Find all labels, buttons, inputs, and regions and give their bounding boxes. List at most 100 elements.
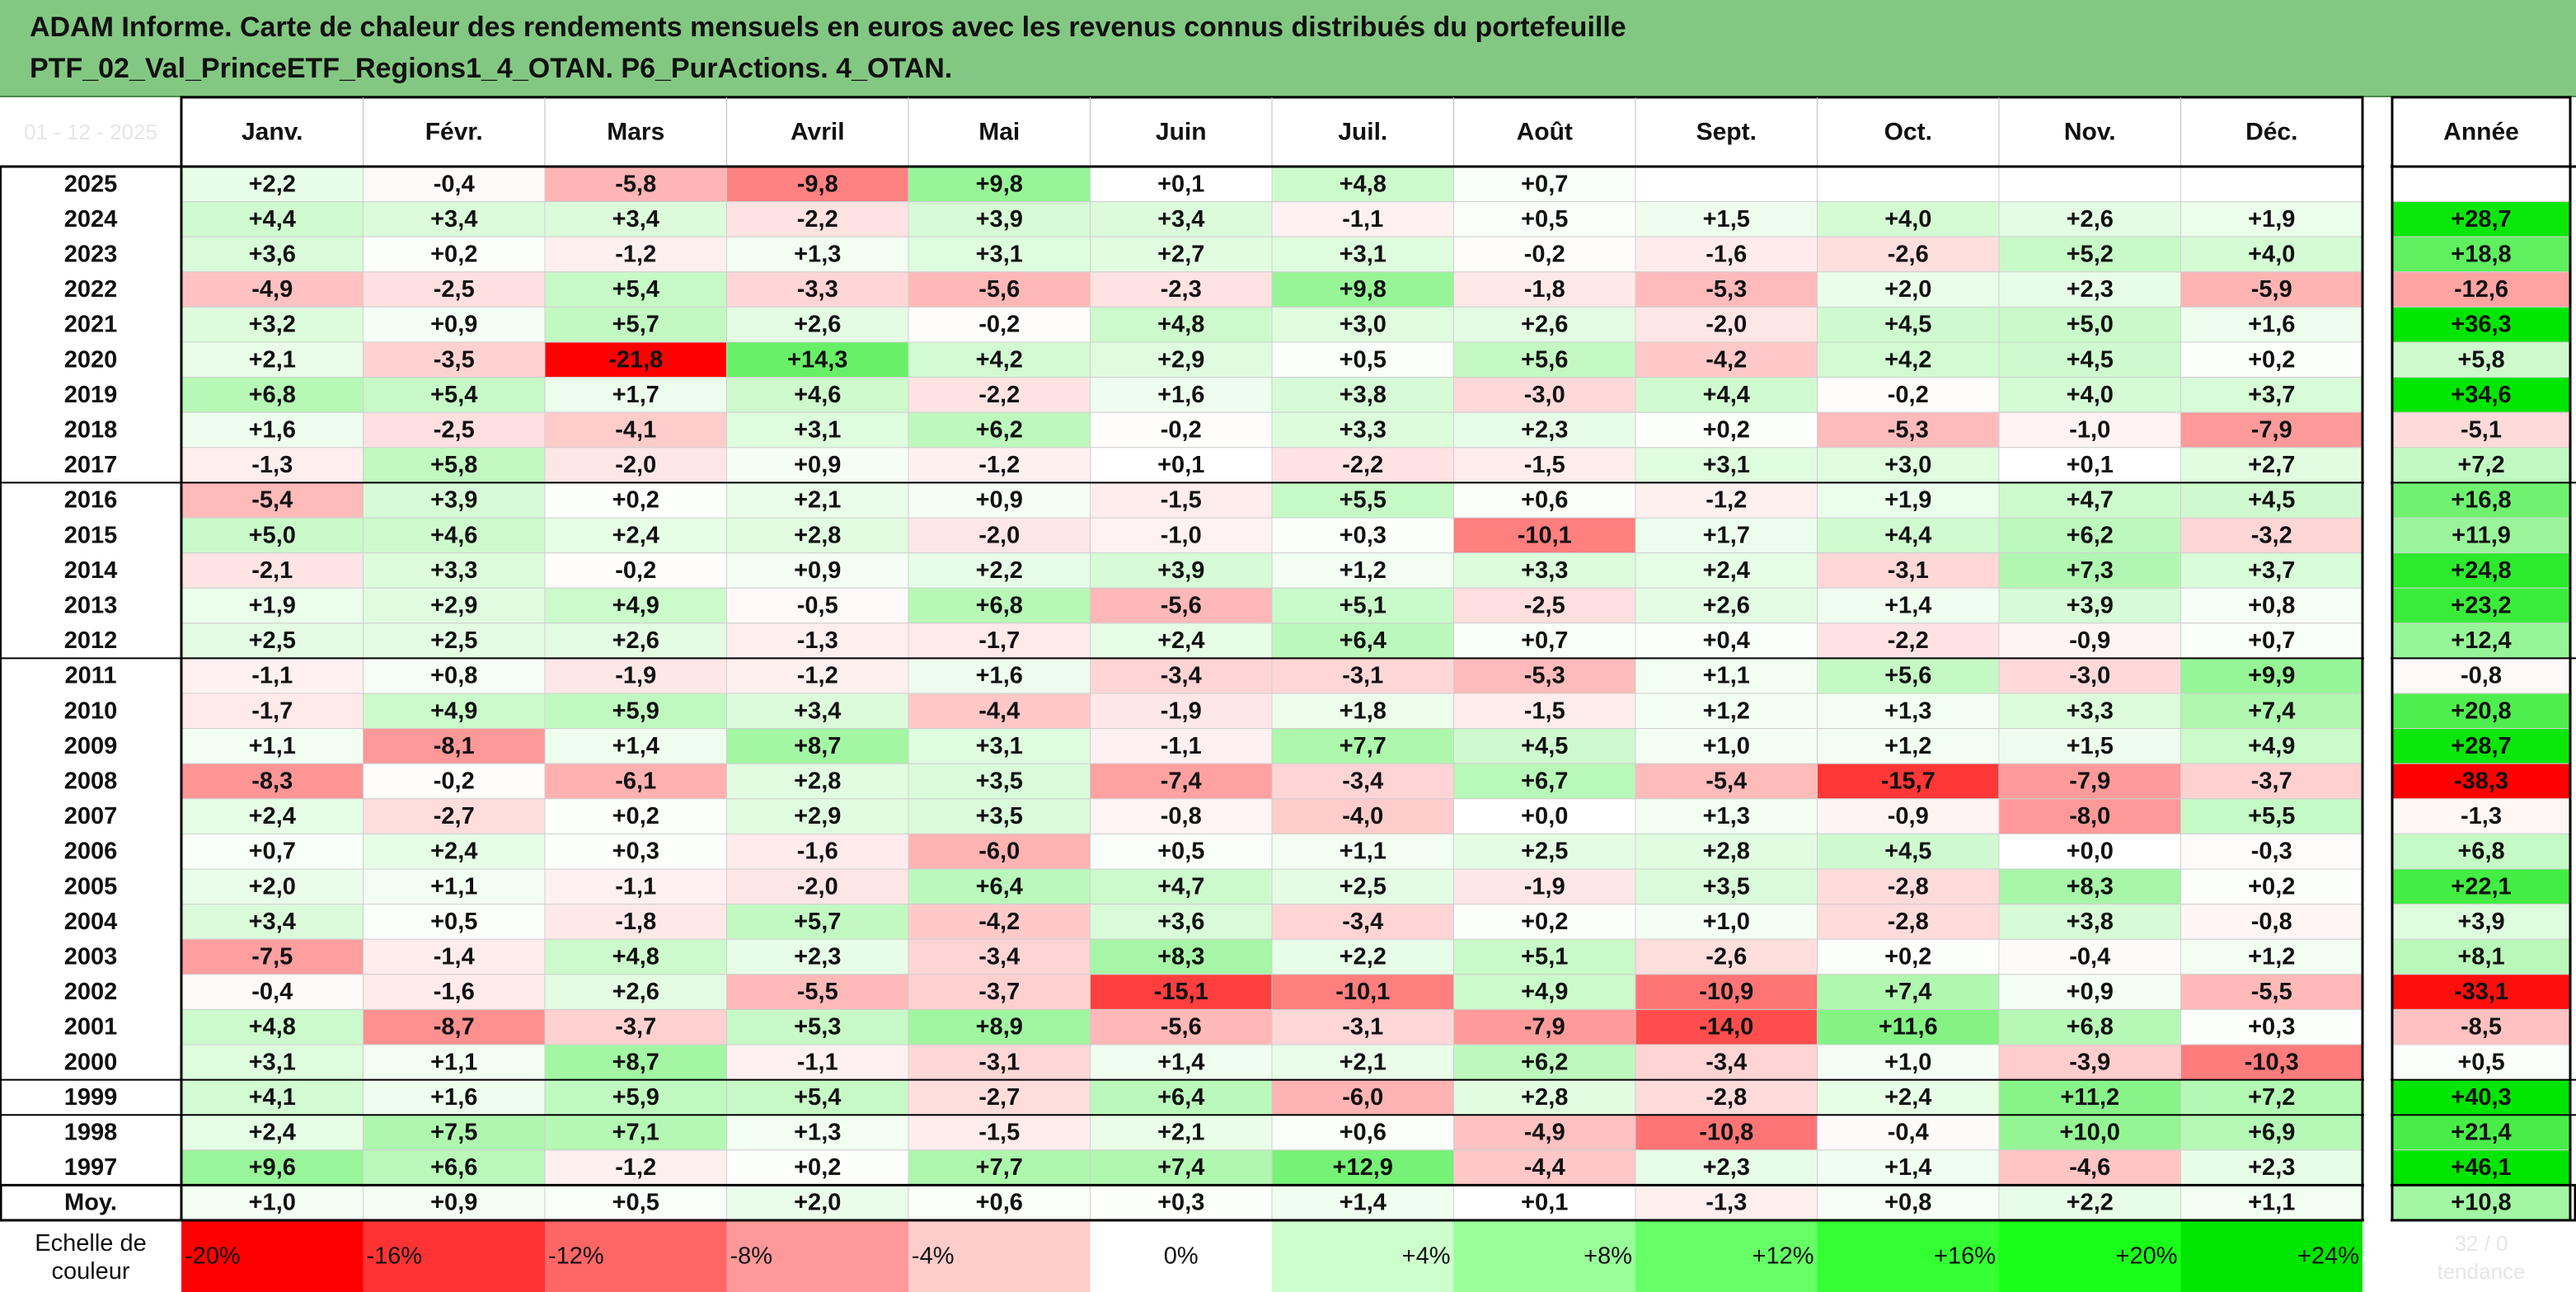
cell-value: +0,7 <box>249 839 296 865</box>
cell-value: +2,6 <box>2067 206 2114 233</box>
heat-cell <box>1271 447 1454 483</box>
heat-cell <box>2180 904 2363 940</box>
heat-cell <box>1817 166 2000 203</box>
cell-value: +4,4 <box>1703 382 1750 408</box>
column-header-5: Mai <box>978 119 1020 146</box>
heat-cell <box>1817 341 2000 378</box>
column-header-7: Juil. <box>1338 119 1387 146</box>
year-value: +21,4 <box>2451 1120 2511 1146</box>
heat-cell <box>1998 1114 2181 1151</box>
cell-value: +2,4 <box>1157 627 1204 654</box>
heat-cell <box>2180 728 2363 764</box>
heat-cell <box>181 411 364 449</box>
cell-value: +4,0 <box>2067 382 2114 408</box>
year-value: +12,4 <box>2451 627 2511 654</box>
row-label-2005: 2005 <box>64 873 118 900</box>
heat-cell <box>1998 833 2181 870</box>
heat-cell <box>1090 201 1273 237</box>
cell-value: +1,6 <box>2248 312 2295 338</box>
cell-value: +8,7 <box>612 1049 659 1075</box>
heat-cell <box>1271 904 1454 940</box>
cell-value: +0,1 <box>1521 1190 1568 1216</box>
cell-value: +0,9 <box>794 557 841 584</box>
heat-cell <box>1635 411 1818 449</box>
heat-cell <box>908 693 1091 730</box>
year-cell <box>2391 1044 2571 1081</box>
year-value: +11,9 <box>2452 522 2511 548</box>
heat-cell <box>1271 833 1454 870</box>
cell-value: +7,4 <box>1884 979 1931 1005</box>
cell-value: +4,8 <box>612 944 659 970</box>
year-cell <box>2391 938 2571 975</box>
heat-cell <box>1090 341 1273 378</box>
cell-value: +5,8 <box>430 452 477 478</box>
cell-value: -1,1 <box>1342 206 1383 233</box>
heat-cell <box>544 587 727 624</box>
cell-value: +1,6 <box>249 417 296 444</box>
cell-value: +0,2 <box>1703 417 1750 444</box>
heat-cell <box>1817 447 2000 483</box>
heat-cell <box>1090 236 1273 273</box>
heat-cell <box>1817 1008 2000 1045</box>
scale-swatch <box>1090 1220 1272 1292</box>
row-label-2010: 2010 <box>64 698 118 724</box>
cell-value: +3,7 <box>2248 557 2295 584</box>
heat-cell <box>1635 587 1818 624</box>
cell-value: +11,2 <box>2060 1084 2119 1111</box>
cell-value: -10,1 <box>1335 979 1390 1005</box>
cell-value: -5,6 <box>978 276 1020 303</box>
cell-value: -4,0 <box>1342 803 1383 829</box>
cell-value: -5,5 <box>797 979 838 1005</box>
heat-cell <box>544 868 727 905</box>
cell-value: -2,5 <box>434 276 475 303</box>
cell-value: +1,1 <box>1340 839 1387 865</box>
cell-value: -0,2 <box>1888 382 1929 408</box>
heat-cell <box>544 798 727 834</box>
cell-value: +1,8 <box>1340 698 1387 724</box>
heat-cell <box>363 447 546 483</box>
heat-cell <box>1271 763 1454 800</box>
cell-value: -4,9 <box>251 276 293 303</box>
cell-value: -3,4 <box>978 944 1020 970</box>
heat-cell <box>181 693 364 730</box>
cell-value: -3,9 <box>2069 1049 2110 1075</box>
year-cell <box>2391 904 2571 940</box>
heat-cell <box>1453 657 1636 694</box>
cell-value: +7,2 <box>2248 1084 2295 1111</box>
cell-value: +2,6 <box>612 627 659 654</box>
cell-value: +1,0 <box>249 1190 296 1216</box>
cell-value: -0,8 <box>1161 803 1202 829</box>
cell-value: -0,4 <box>251 979 293 1005</box>
heat-cell <box>1817 833 2000 870</box>
scale-year-faint-2: tendance <box>2438 1259 2526 1284</box>
heat-cell <box>908 868 1091 905</box>
cell-value: -1,0 <box>1161 522 1202 548</box>
title-band: ADAM Informe. Carte de chaleur des rende… <box>0 0 2576 97</box>
cell-value: +0,0 <box>1521 803 1568 829</box>
cell-value: -1,6 <box>434 979 475 1005</box>
heat-cell <box>1635 974 1818 1010</box>
cell-value: -3,3 <box>797 276 838 303</box>
cell-value: +2,5 <box>430 627 477 654</box>
cell-value: -0,9 <box>2069 627 2110 654</box>
cell-value: -14,0 <box>1699 1014 1753 1041</box>
cell-value: -1,1 <box>251 663 293 689</box>
cell-value: -3,0 <box>1524 382 1565 408</box>
heat-cell <box>1090 447 1273 483</box>
cell-value: +0,9 <box>976 487 1023 514</box>
year-cell <box>2391 1114 2571 1151</box>
average-row-frame <box>0 1183 2576 1222</box>
cell-value: +3,3 <box>1521 557 1568 584</box>
cell-value: +4,0 <box>1884 206 1931 233</box>
cell-value: +5,1 <box>1340 593 1387 619</box>
cell-value: +3,1 <box>1340 242 1387 268</box>
row-label-2000: 2000 <box>64 1049 118 1075</box>
heat-cell <box>1635 166 1818 203</box>
cell-value: +5,6 <box>1884 663 1931 689</box>
heat-cell <box>1453 1008 1636 1045</box>
cell-value: -1,7 <box>978 627 1020 654</box>
year-value: +46,1 <box>2451 1154 2511 1181</box>
heat-cell <box>1090 306 1273 343</box>
heat-cell <box>1090 271 1273 308</box>
cell-value: -7,5 <box>251 944 293 970</box>
